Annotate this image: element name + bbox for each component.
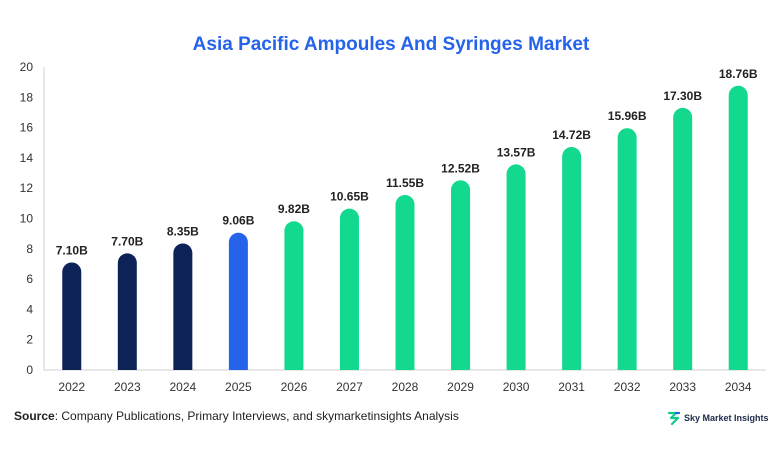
bar-2032 <box>617 128 637 370</box>
source-label: Source <box>14 409 55 423</box>
data-label-2024: 8.35B <box>167 224 199 238</box>
x-tick-label-2030: 2030 <box>503 380 530 394</box>
bar-2030 <box>506 164 526 370</box>
data-label-2031: 14.72B <box>552 128 591 142</box>
x-tick-label-2027: 2027 <box>336 380 363 394</box>
x-tick-label-2029: 2029 <box>447 380 474 394</box>
bar-2025 <box>228 232 248 370</box>
data-label-2026: 9.82B <box>278 202 310 216</box>
brand-name: Sky Market Insights <box>684 413 769 423</box>
x-tick-label-2032: 2032 <box>614 380 641 394</box>
chart-title: Asia Pacific Ampoules And Syringes Marke… <box>192 34 590 55</box>
data-label-2030: 13.57B <box>497 145 536 159</box>
data-label-2034: 18.76B <box>719 67 758 81</box>
bar-2034 <box>728 85 748 370</box>
bar-2029 <box>451 180 471 370</box>
bar-2023 <box>117 253 137 370</box>
brand-logo: Sky Market Insights <box>667 411 769 425</box>
x-tick-label-2026: 2026 <box>281 380 308 394</box>
data-label-2029: 12.52B <box>441 161 480 175</box>
x-tick-label-2028: 2028 <box>392 380 419 394</box>
bar-chart: 0 2 4 6 8 10 12 14 16 18 20 7.10B 2022 7.70B 2023 8.35B… <box>20 60 766 394</box>
bar-2031 <box>562 146 582 370</box>
y-tick-label: 18 <box>20 90 34 104</box>
x-tick-label-2025: 2025 <box>225 380 252 394</box>
data-label-2025: 9.06B <box>222 214 254 228</box>
y-tick-label: 10 <box>20 212 34 226</box>
x-tick-label-2033: 2033 <box>669 380 696 394</box>
bar-2022 <box>62 262 82 370</box>
y-tick-label: 2 <box>26 333 33 347</box>
data-label-2033: 17.30B <box>663 89 702 103</box>
data-label-2028: 11.55B <box>386 176 424 190</box>
bar-2024 <box>173 243 193 370</box>
bar-2027 <box>339 208 359 370</box>
y-tick-label: 6 <box>26 272 33 286</box>
source-note: Source: Company Publications, Primary In… <box>14 409 459 423</box>
data-label-2027: 10.65B <box>330 190 369 204</box>
y-tick-label: 4 <box>26 302 33 316</box>
y-tick-label: 14 <box>20 151 34 165</box>
x-tick-label-2022: 2022 <box>58 380 85 394</box>
bar-2033 <box>673 107 693 370</box>
y-tick-label: 20 <box>20 60 34 74</box>
source-text: : Company Publications, Primary Intervie… <box>54 409 459 423</box>
x-tick-label-2034: 2034 <box>725 380 752 394</box>
sky-market-insights-logo-icon <box>667 411 681 425</box>
x-tick-label-2023: 2023 <box>114 380 141 394</box>
y-tick-label: 12 <box>20 181 34 195</box>
data-label-2022: 7.10B <box>56 243 88 257</box>
y-tick-label: 0 <box>26 363 33 377</box>
bar-2026 <box>284 221 304 370</box>
bar-2028 <box>395 195 415 370</box>
x-tick-label-2031: 2031 <box>558 380 585 394</box>
x-tick-label-2024: 2024 <box>169 380 196 394</box>
data-label-2023: 7.70B <box>111 234 143 248</box>
y-tick-label: 16 <box>20 121 34 135</box>
data-label-2032: 15.96B <box>608 109 647 123</box>
y-tick-label: 8 <box>26 242 33 256</box>
